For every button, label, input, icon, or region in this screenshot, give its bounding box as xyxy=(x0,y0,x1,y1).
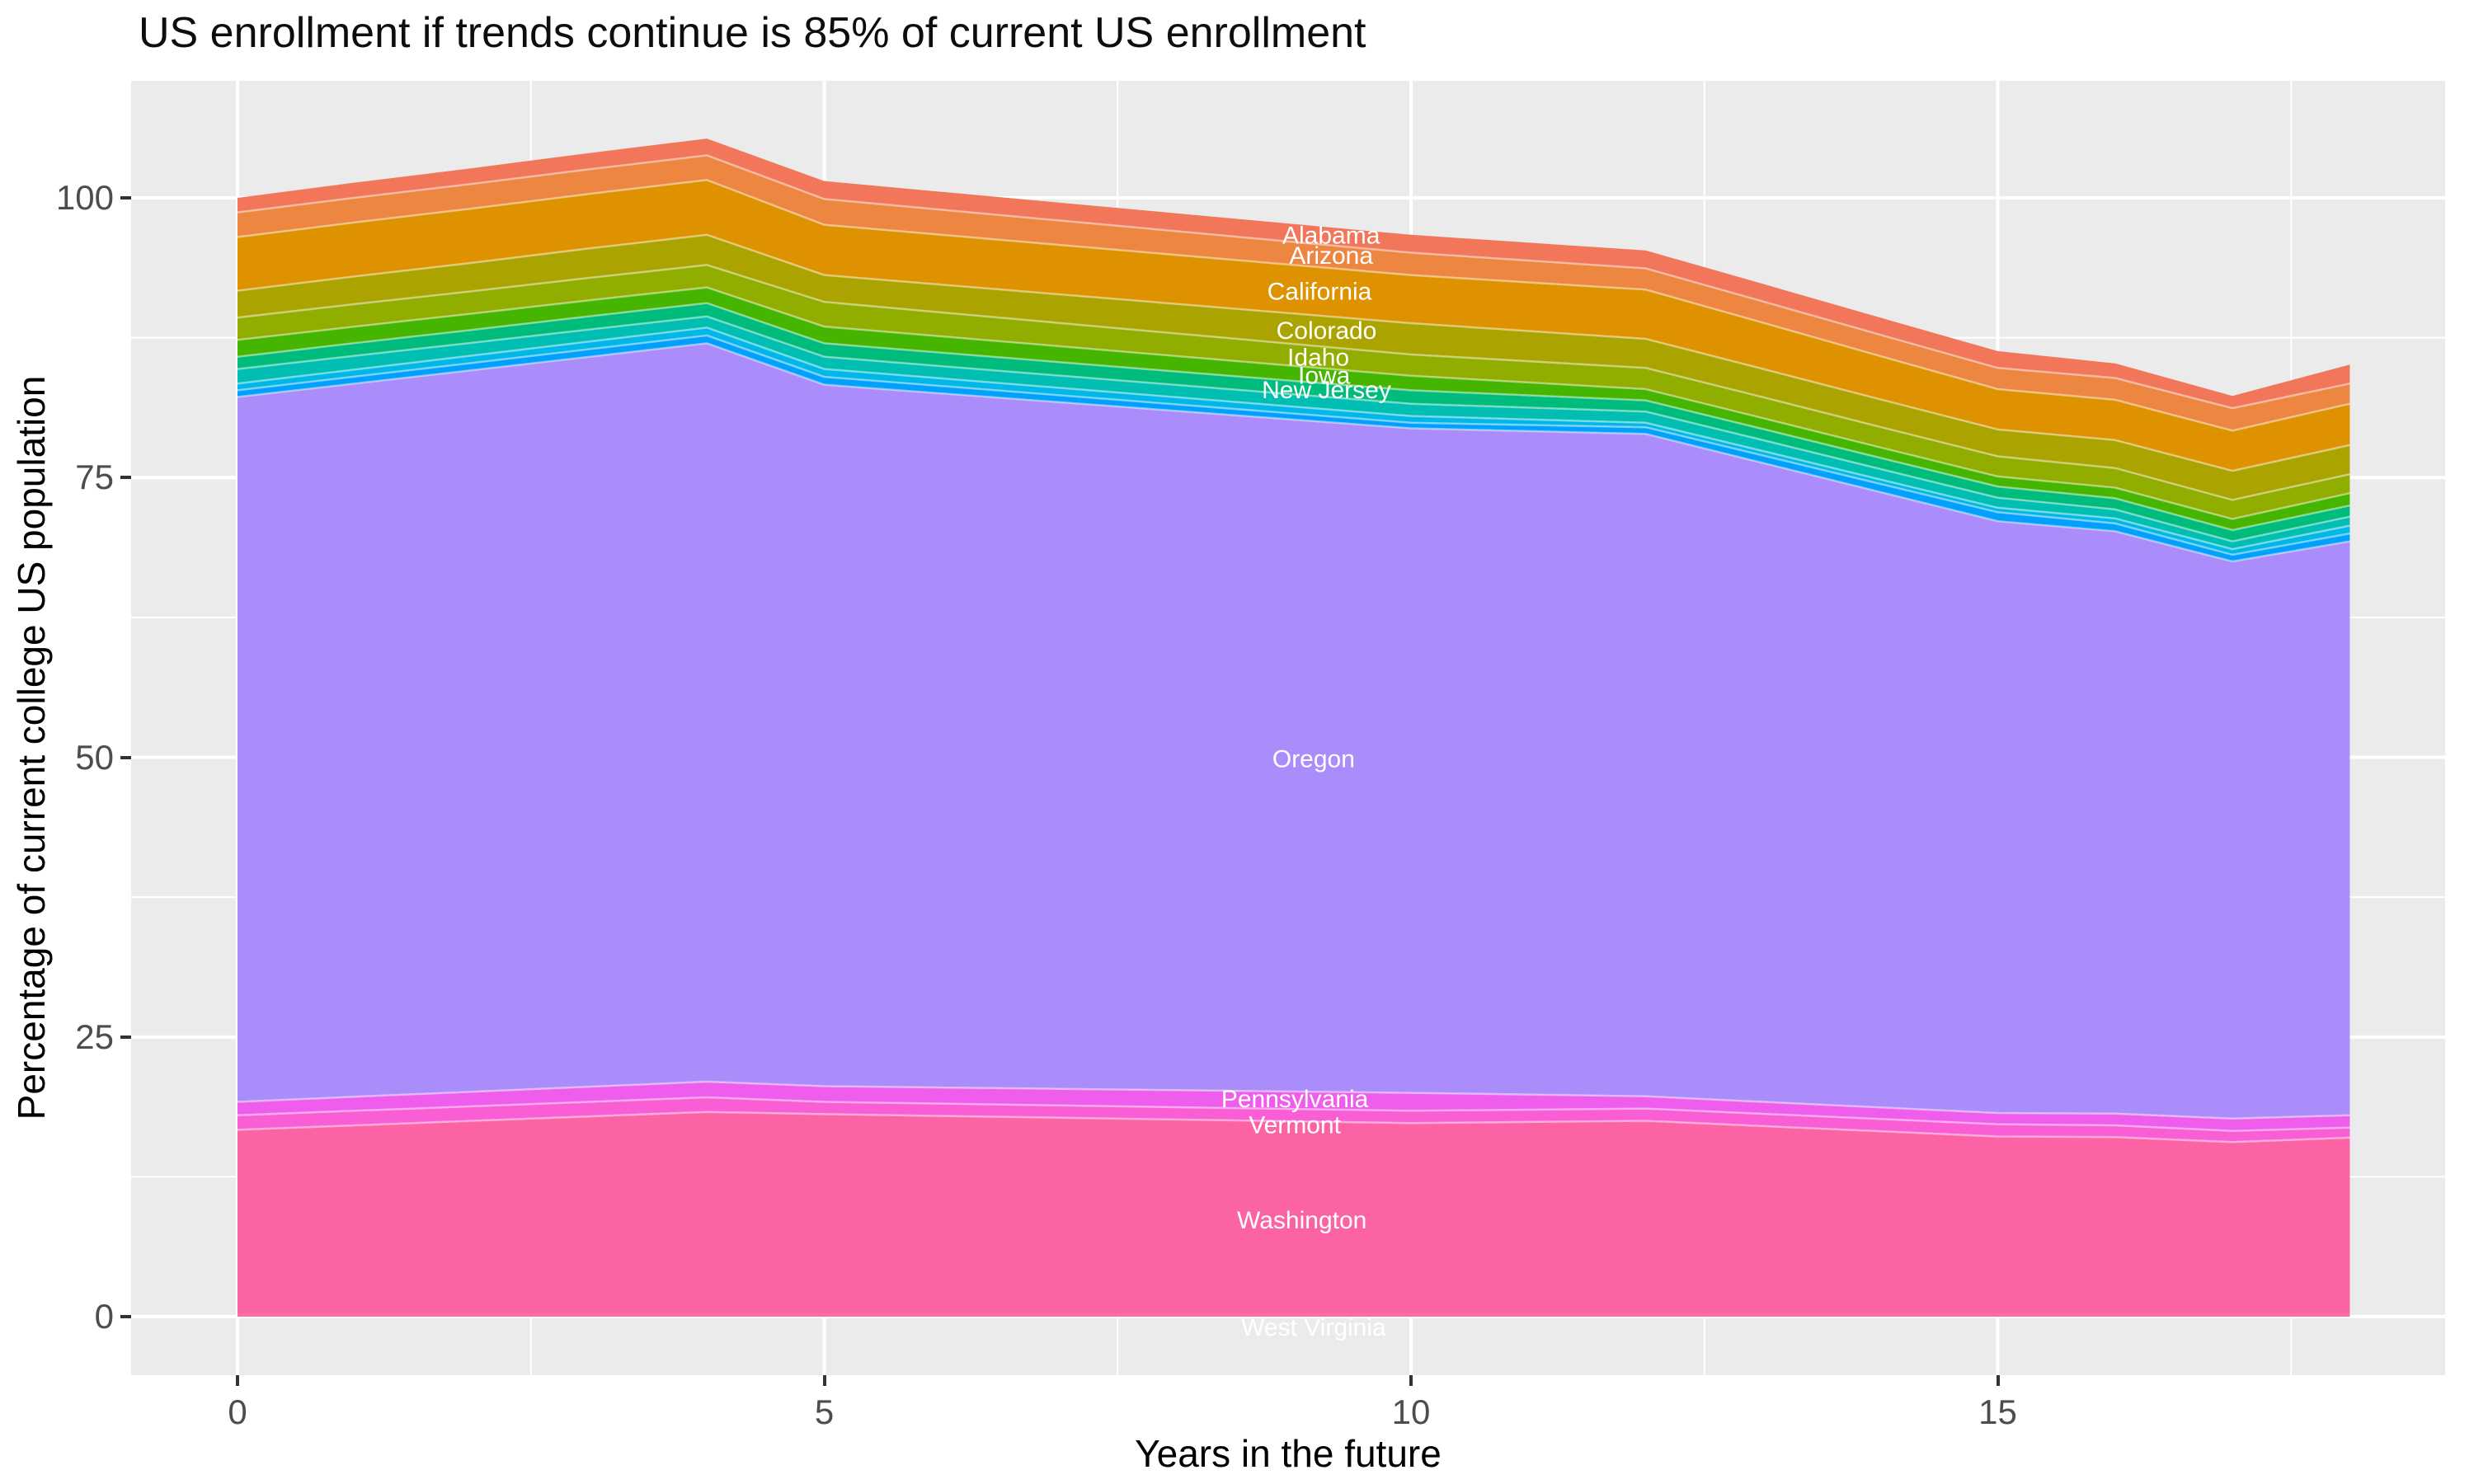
band-edge xyxy=(237,154,2350,410)
area-series-alabama xyxy=(238,139,2350,409)
state-label-west-virginia: West Virginia xyxy=(1241,1314,1386,1341)
y-tick-mark xyxy=(120,476,131,480)
stacked-area-plot: West Virginia Washington VermontPennsylvan… xyxy=(131,81,2445,1375)
band-edge xyxy=(237,264,2350,501)
state-label-oregon: Oregon xyxy=(1272,746,1355,773)
band-edge xyxy=(237,326,2350,551)
band-edge xyxy=(237,315,2350,542)
chart-title: US enrollment if trends continue is 85% … xyxy=(139,9,1366,57)
x-tick-label: 15 xyxy=(1978,1392,2017,1431)
y-tick-label: 25 xyxy=(75,1017,114,1056)
x-tick-label: 5 xyxy=(814,1392,835,1431)
x-axis-title: Years in the future xyxy=(1135,1432,1442,1475)
band-edge xyxy=(237,179,2350,432)
plot-panel: West Virginia Washington Vermont Pennsylvan… xyxy=(131,81,2445,1375)
band-edge xyxy=(237,286,2350,520)
y-tick-mark xyxy=(120,1035,131,1039)
area-series-oregon xyxy=(238,343,2350,1119)
band-edge xyxy=(237,342,2350,563)
y-tick-label: 50 xyxy=(75,737,114,777)
y-tick-label: 100 xyxy=(55,178,114,217)
y-tick-mark xyxy=(120,196,131,200)
state-label-colorado: Colorado xyxy=(1277,317,1377,345)
state-label-new-jersey: New Jersey xyxy=(1262,377,1391,404)
area-series-arizona xyxy=(238,155,2350,431)
state-label-vermont: Vermont xyxy=(1249,1112,1341,1139)
state-label-pennsylvania: Pennsylvania xyxy=(1221,1086,1369,1113)
x-tick-mark xyxy=(1996,1375,2000,1386)
state-label-arizona: Arizona xyxy=(1289,242,1373,270)
x-tick-mark xyxy=(1409,1375,1413,1386)
band-edge xyxy=(237,1080,2350,1120)
band-edge xyxy=(237,334,2350,556)
area-series-california xyxy=(238,180,2350,472)
state-label-idaho: Idaho xyxy=(1287,345,1349,372)
area-series-colorado xyxy=(238,234,2350,500)
state-label-iowa: Iowa xyxy=(1298,362,1351,389)
band-edge xyxy=(237,1096,2350,1132)
y-tick-label: 0 xyxy=(94,1297,114,1336)
area-series-vermont xyxy=(238,1097,2350,1143)
area-series-west-virginia xyxy=(238,1313,2350,1317)
area-series-pennsylvania xyxy=(238,1082,2350,1131)
band-edge xyxy=(237,302,2350,532)
area-series-washington xyxy=(238,1111,2350,1314)
y-tick-label: 75 xyxy=(75,458,114,497)
x-tick-mark xyxy=(822,1375,826,1386)
y-tick-mark xyxy=(120,1315,131,1318)
y-tick-mark xyxy=(120,755,131,759)
state-label-washington: Washington xyxy=(1237,1207,1366,1234)
state-label-alabama: Alabama xyxy=(1282,223,1380,250)
x-tick-label: 10 xyxy=(1391,1392,1431,1431)
state-label-california: California xyxy=(1268,279,1372,306)
y-axis-title: Percentage of current college US populat… xyxy=(10,375,53,1120)
x-tick-mark xyxy=(236,1375,239,1386)
band-edge xyxy=(237,1111,2350,1144)
band-edge xyxy=(237,233,2350,472)
x-tick-label: 0 xyxy=(228,1392,247,1431)
area-series-idaho xyxy=(238,265,2350,519)
